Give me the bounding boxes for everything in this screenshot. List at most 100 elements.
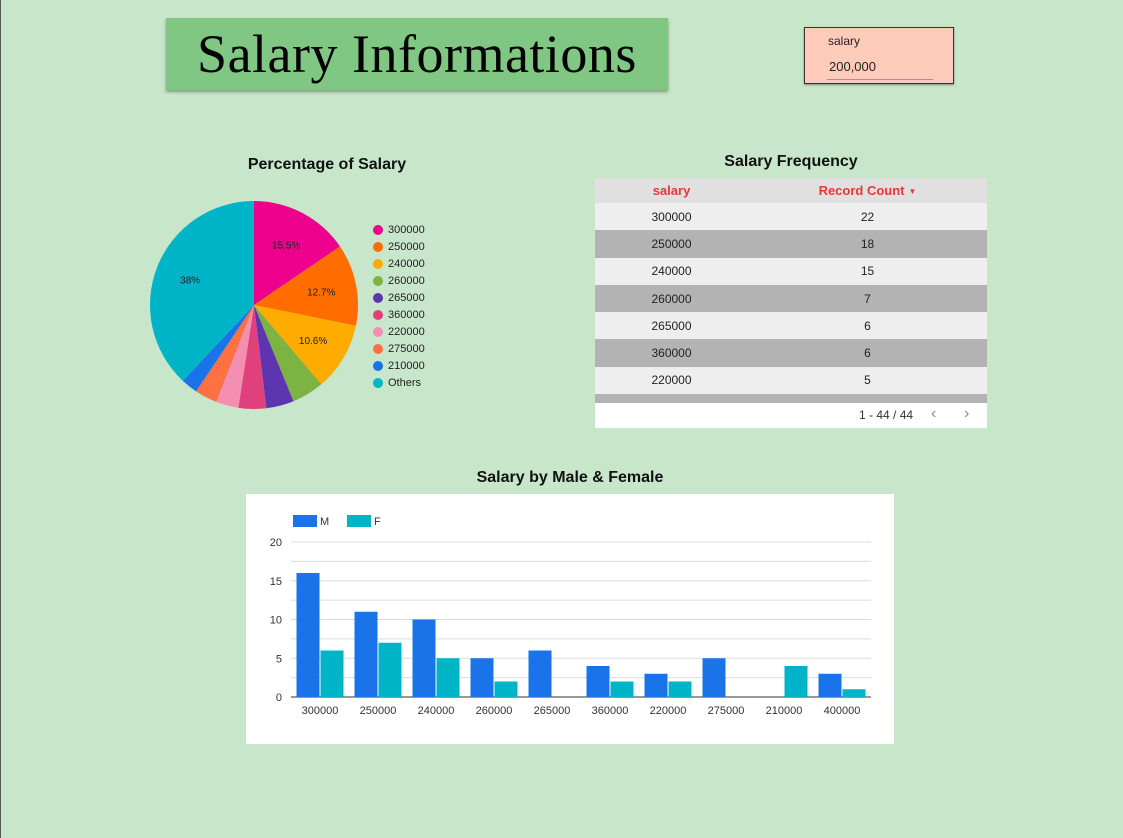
x-tick-label-240000: 240000 xyxy=(418,705,455,717)
pie-slice-265000[interactable] xyxy=(254,305,294,409)
pie-data-label-300000: 15.5% xyxy=(272,240,300,251)
legend-label: 250000 xyxy=(388,240,425,253)
cell-salary: 300000 xyxy=(651,209,692,224)
bar-m-220000[interactable] xyxy=(644,673,668,697)
legend-item-300000[interactable]: 300000 xyxy=(373,221,425,238)
table-row[interactable]: 220000 5 xyxy=(595,366,987,395)
y-tick-label: 15 xyxy=(270,576,282,588)
legend-swatch xyxy=(373,224,383,235)
y-tick-label: 5 xyxy=(276,653,282,665)
chevron-right-icon[interactable]: › xyxy=(964,405,970,422)
record-count-header-label: Record Count xyxy=(818,183,905,198)
table-row[interactable]: 240000 15 xyxy=(595,257,987,285)
cell-record-count: 5 xyxy=(864,373,871,388)
pie-slice-360000[interactable] xyxy=(238,305,267,409)
table-row[interactable]: 2750005 xyxy=(595,394,987,403)
table-row[interactable]: 265000 6 xyxy=(595,312,987,340)
dashboard-title-banner: Salary Informations xyxy=(166,18,668,90)
table-row[interactable]: 360000 6 xyxy=(595,339,987,367)
legend-swatch xyxy=(373,360,383,371)
pie-slice-220000[interactable] xyxy=(216,305,254,408)
page-title: Salary Informations xyxy=(197,24,637,84)
bar-f-260000[interactable] xyxy=(494,681,518,698)
bar-m-240000[interactable] xyxy=(412,619,436,698)
frequency-table-title: Salary Frequency xyxy=(724,153,858,170)
legend-label: 210000 xyxy=(388,359,425,372)
cell-salary: 220000 xyxy=(651,373,692,388)
cell-record-count: 18 xyxy=(860,236,875,251)
bar-m-360000[interactable] xyxy=(586,666,610,697)
table-body: 300000 22 250000 18 240000 15 260000 7 265000 6 36… xyxy=(595,203,987,403)
pie-legend: 300000 250000 240000 260000 265000 360000 2200… xyxy=(373,221,425,391)
salary-filter-underline xyxy=(827,79,933,80)
x-tick-label-275000: 275000 xyxy=(708,705,745,717)
cell-salary: 250000 xyxy=(651,236,692,251)
legend-item-360000[interactable]: 360000 xyxy=(373,306,425,323)
cell-record-count: 15 xyxy=(860,264,875,279)
bar-chart-title: Salary by Male & Female xyxy=(476,469,664,486)
legend-swatch xyxy=(373,326,383,337)
bar-m-275000[interactable] xyxy=(702,658,726,697)
pie-slice-210000[interactable] xyxy=(182,305,254,392)
salary-percentage-pie-chart[interactable]: 15.5% 12.7% 10.6% 38% xyxy=(141,195,371,425)
legend-item-250000[interactable]: 250000 xyxy=(373,238,425,255)
bar-f-300000[interactable] xyxy=(320,650,344,698)
bar-f-360000[interactable] xyxy=(610,681,634,698)
salary-filter-control[interactable]: salary 200,000 xyxy=(804,27,954,84)
legend-swatch xyxy=(373,377,383,388)
bar-m-265000[interactable] xyxy=(528,650,552,698)
salary-frequency-table: salary Record Count ▼ 300000 22 250000 18 240… xyxy=(595,178,987,428)
salary-filter-label: salary xyxy=(828,34,861,48)
bar-f-210000[interactable] xyxy=(784,666,808,697)
pie-data-label-others: 38% xyxy=(180,276,200,287)
bar-m-400000[interactable] xyxy=(818,673,842,697)
salary-filter-value[interactable]: 200,000 xyxy=(829,59,876,74)
pie-slice-250000[interactable] xyxy=(254,246,358,326)
bar-legend-label-m: M xyxy=(320,516,329,528)
table-row[interactable]: 260000 7 xyxy=(595,284,987,313)
x-tick-label-260000: 260000 xyxy=(476,705,513,717)
bar-m-250000[interactable] xyxy=(354,611,378,697)
legend-label: 220000 xyxy=(388,325,425,338)
pie-slice-260000[interactable] xyxy=(254,305,322,402)
pie-slice-240000[interactable] xyxy=(254,305,356,385)
legend-item-210000[interactable]: 210000 xyxy=(373,357,425,374)
legend-item-220000[interactable]: 220000 xyxy=(373,323,425,340)
table-row[interactable]: 250000 18 xyxy=(595,230,987,258)
bar-m-260000[interactable] xyxy=(470,658,494,697)
legend-swatch xyxy=(373,275,383,286)
pie-chart-title: Percentage of Salary xyxy=(247,156,407,173)
pie-slice-275000[interactable] xyxy=(196,305,254,402)
bar-m-300000[interactable] xyxy=(296,573,320,697)
bar-f-220000[interactable] xyxy=(668,681,692,698)
legend-item-265000[interactable]: 265000 xyxy=(373,289,425,306)
x-tick-label-220000: 220000 xyxy=(650,705,687,717)
bar-f-240000[interactable] xyxy=(436,658,460,697)
pie-slice-others[interactable] xyxy=(149,201,254,381)
salary-gender-bar-chart[interactable]: M F 0 5 10 15 20 300000 250000 240000 260000 265000… xyxy=(246,494,894,744)
sort-descending-icon: ▼ xyxy=(908,187,917,197)
legend-item-275000[interactable]: 275000 xyxy=(373,340,425,357)
chevron-left-icon[interactable]: ‹ xyxy=(931,405,937,422)
x-tick-label-250000: 250000 xyxy=(360,705,397,717)
cell-salary: 240000 xyxy=(651,264,692,279)
legend-label: 260000 xyxy=(388,274,425,287)
x-tick-label-210000: 210000 xyxy=(766,705,803,717)
bar-f-400000[interactable] xyxy=(842,689,866,697)
column-header-record-count[interactable]: Record Count ▼ xyxy=(748,183,987,198)
x-tick-label-300000: 300000 xyxy=(302,705,339,717)
column-header-salary[interactable]: salary xyxy=(652,183,691,198)
legend-item-240000[interactable]: 240000 xyxy=(373,255,425,272)
bar-f-250000[interactable] xyxy=(378,642,402,697)
legend-swatch xyxy=(373,258,383,269)
pie-slice-300000[interactable] xyxy=(254,201,341,305)
cell-record-count: 6 xyxy=(864,318,871,333)
table-pagination: 1 - 44 / 44 ‹ › xyxy=(595,403,987,428)
legend-swatch xyxy=(373,343,383,354)
table-row[interactable]: 300000 22 xyxy=(595,203,987,231)
legend-item-260000[interactable]: 260000 xyxy=(373,272,425,289)
cell-record-count: 6 xyxy=(864,346,871,361)
y-tick-label: 20 xyxy=(270,537,282,549)
table-header: salary Record Count ▼ xyxy=(595,178,987,203)
legend-item-others[interactable]: Others xyxy=(373,374,425,391)
